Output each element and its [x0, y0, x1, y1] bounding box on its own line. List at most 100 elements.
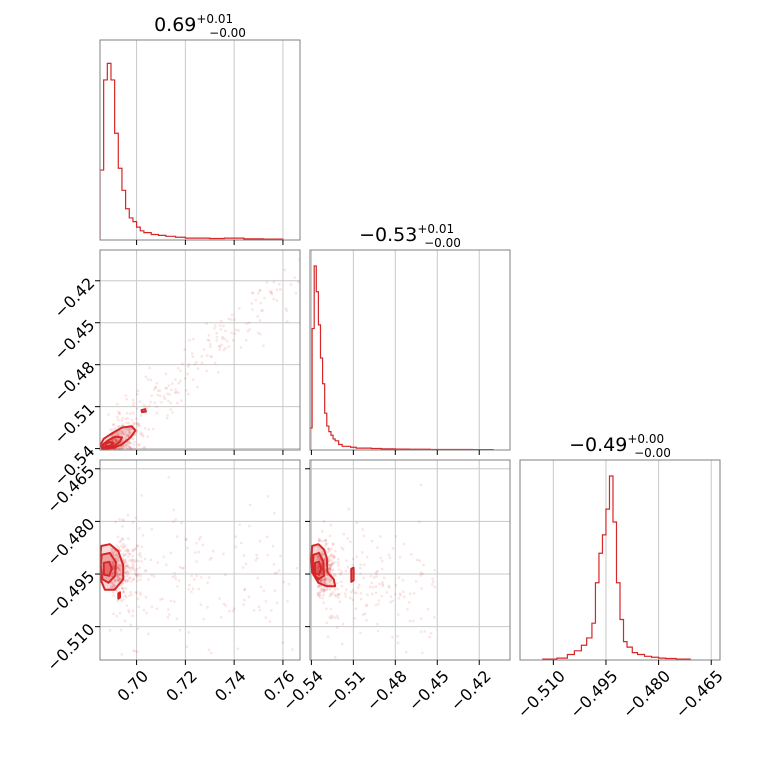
sample-point — [320, 563, 323, 566]
sample-point — [126, 569, 129, 572]
sample-point — [111, 451, 113, 453]
sample-point — [145, 611, 148, 615]
sample-point — [116, 569, 119, 573]
sample-point — [110, 550, 113, 554]
sample-point — [402, 590, 405, 594]
sample-point — [121, 552, 124, 556]
sample-point — [114, 578, 117, 582]
sample-point — [185, 538, 188, 542]
sample-point — [116, 452, 118, 454]
sample-point — [371, 592, 374, 596]
sample-point — [121, 546, 125, 549]
sample-point — [161, 597, 164, 601]
sample-point — [202, 617, 205, 621]
sample-point — [317, 576, 321, 579]
sample-point — [321, 596, 324, 600]
sample-point — [220, 343, 224, 347]
sample-point — [240, 541, 243, 545]
sample-point — [195, 542, 198, 545]
sample-point — [190, 574, 193, 578]
sample-point — [121, 416, 124, 420]
sample-point — [124, 561, 127, 565]
sample-point — [331, 543, 335, 546]
sample-point — [338, 600, 341, 603]
sample-point — [321, 572, 324, 576]
sample-point — [124, 560, 128, 564]
sample-point — [119, 573, 122, 576]
sample-point — [117, 565, 120, 568]
sample-point — [370, 581, 374, 585]
sample-point — [109, 585, 113, 588]
sample-point — [256, 576, 259, 580]
sample-point — [325, 607, 328, 610]
sample-point — [125, 455, 127, 457]
sample-point — [187, 588, 190, 591]
sample-point — [319, 584, 322, 588]
sample-point — [349, 590, 353, 594]
sample-point — [325, 621, 328, 625]
sample-point — [111, 575, 114, 578]
sample-point — [129, 623, 132, 627]
sample-point — [322, 590, 326, 593]
sample-point — [115, 553, 118, 557]
sample-point — [160, 661, 162, 663]
sample-point — [343, 592, 347, 595]
sample-point — [118, 568, 121, 571]
sample-point — [112, 438, 115, 441]
sample-point — [133, 548, 137, 551]
x-tick-label: −0.465 — [671, 666, 726, 721]
sample-point — [115, 614, 119, 618]
sample-point — [260, 309, 263, 312]
sample-point — [150, 574, 154, 577]
sample-point — [143, 404, 146, 407]
sample-point — [330, 568, 333, 572]
sample-point — [154, 386, 157, 390]
sample-point — [333, 561, 336, 564]
sample-point — [120, 577, 124, 580]
sample-point — [381, 560, 384, 563]
sample-point — [257, 292, 260, 295]
sample-point — [322, 593, 326, 596]
sample-point — [328, 567, 332, 570]
sample-point — [123, 565, 127, 568]
sample-point — [160, 401, 163, 404]
sample-point — [331, 568, 335, 572]
sample-point — [116, 566, 120, 569]
sample-point — [268, 620, 272, 623]
sample-point — [131, 521, 135, 524]
sample-point — [113, 437, 116, 440]
sample-point — [122, 591, 125, 594]
sample-point — [174, 388, 177, 391]
sample-point — [324, 572, 327, 575]
sample-point — [149, 558, 153, 561]
sample-point — [139, 578, 142, 581]
sample-point — [114, 437, 117, 440]
sample-point — [130, 476, 132, 478]
sample-point — [170, 388, 173, 392]
sample-point — [111, 439, 114, 442]
sample-point — [336, 626, 339, 629]
sample-point — [113, 431, 117, 435]
y-tick-label: −0.51 — [50, 400, 98, 448]
sample-point — [120, 537, 124, 540]
sample-point — [115, 544, 119, 547]
sample-point — [111, 448, 114, 450]
sample-point — [111, 566, 114, 570]
sample-point — [222, 552, 225, 556]
panel-scatter-2-1 — [309, 459, 511, 661]
sample-point — [120, 440, 124, 443]
sample-point — [354, 607, 358, 611]
panel-scatter-1-0 — [99, 249, 301, 478]
sample-point — [127, 571, 130, 574]
sample-point — [381, 583, 384, 586]
sample-point — [111, 567, 114, 571]
sample-point — [111, 553, 115, 556]
sample-point — [224, 329, 227, 333]
panel-scatter-2-0 — [99, 459, 301, 663]
sample-point — [242, 603, 245, 606]
sample-point — [122, 424, 125, 428]
sample-point — [212, 549, 215, 553]
sample-point — [243, 598, 246, 602]
sample-point — [340, 546, 343, 549]
sample-point — [110, 580, 113, 584]
